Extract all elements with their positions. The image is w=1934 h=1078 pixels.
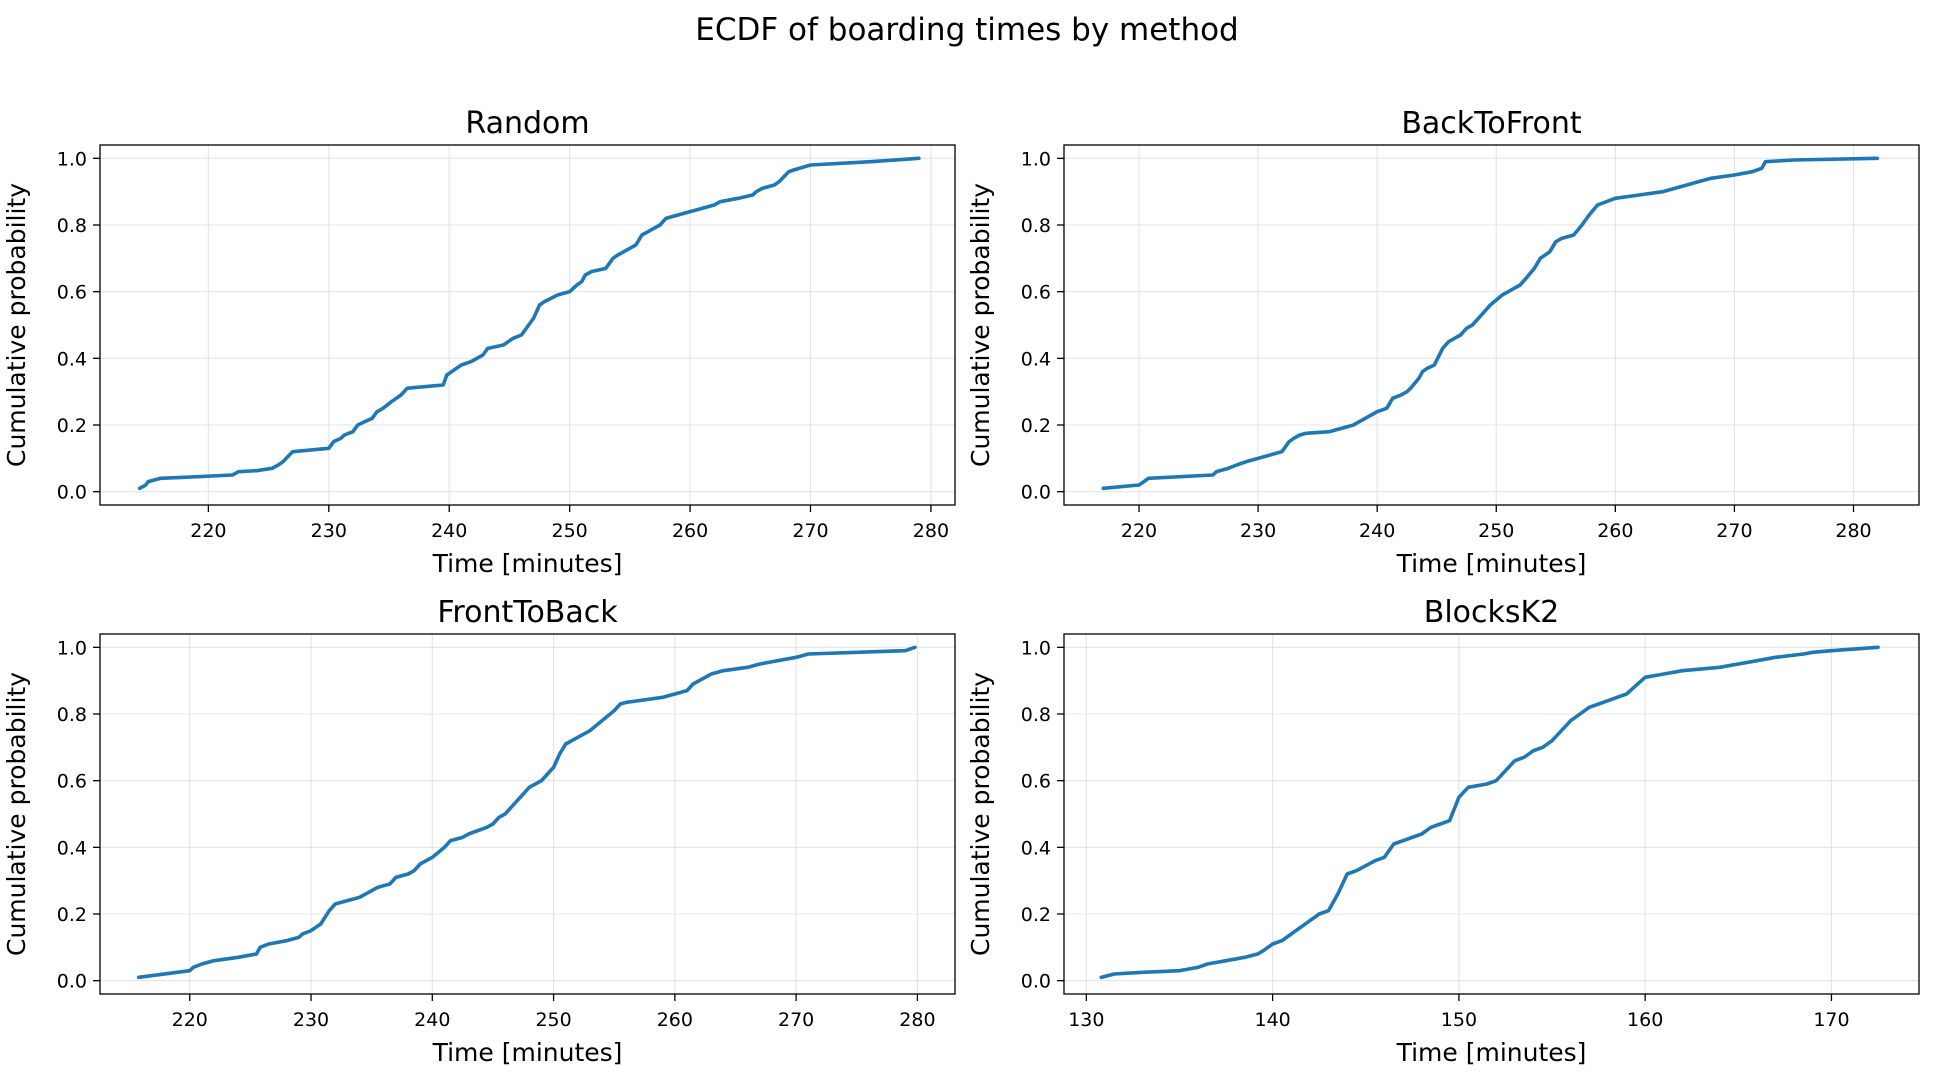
y-tick-label: 0.4: [57, 837, 87, 859]
grid: [100, 634, 955, 994]
plot-frame: [1063, 633, 1920, 995]
y-tick-label: 0.2: [57, 415, 87, 437]
x-tick-label: 270: [792, 520, 828, 542]
x-tick-label: 160: [1627, 1009, 1663, 1031]
subplot-title: Random: [465, 106, 589, 141]
x-axis-label: Time [minutes]: [1396, 1038, 1587, 1067]
x-tick-label: 220: [1121, 520, 1157, 542]
y-tick-label: 0.0: [57, 971, 87, 993]
x-tick-label: 270: [1716, 520, 1752, 542]
x-axis-label: Time [minutes]: [1396, 549, 1587, 578]
x-tick-label: 260: [657, 1009, 693, 1031]
plot-frame: [1063, 144, 1920, 506]
x-tick-label: 220: [190, 520, 226, 542]
x-tick-label: 260: [672, 520, 708, 542]
y-tick-label: 0.2: [1021, 415, 1051, 437]
y-tick-label: 0.8: [57, 215, 87, 237]
y-tick-label: 0.0: [1021, 971, 1051, 993]
x-tick-label: 250: [1478, 520, 1514, 542]
x-tick-label: 280: [899, 1009, 935, 1031]
x-tick-label: 150: [1441, 1009, 1477, 1031]
y-axis-label: Cumulative probability: [966, 183, 995, 467]
x-tick-label: 260: [1597, 520, 1633, 542]
y-tick-label: 0.8: [57, 704, 87, 726]
x-tick-label: 240: [1359, 520, 1395, 542]
y-tick-label: 0.6: [1021, 282, 1051, 304]
subplot-title: BackToFront: [1401, 106, 1582, 141]
y-tick-label: 0.4: [57, 348, 87, 370]
y-tick-label: 0.0: [1021, 482, 1051, 504]
y-tick-label: 0.2: [1021, 904, 1051, 926]
y-tick-label: 1.0: [1021, 148, 1051, 170]
x-tick-label: 280: [913, 520, 949, 542]
x-tick-label: 240: [431, 520, 467, 542]
grid: [1064, 145, 1919, 505]
x-tick-label: 240: [414, 1009, 450, 1031]
x-tick-label: 170: [1813, 1009, 1849, 1031]
y-tick-label: 0.6: [1021, 771, 1051, 793]
subplot-fronttoback: FrontToBack Time [minutes] Cumulative pr…: [2, 595, 956, 1067]
x-tick-label: 230: [1240, 520, 1276, 542]
y-axis-label: Cumulative probability: [2, 183, 31, 467]
x-axis-label: Time [minutes]: [432, 1038, 623, 1067]
x-tick-label: 140: [1254, 1009, 1290, 1031]
figure-suptitle: ECDF of boarding times by method: [695, 12, 1238, 48]
x-tick-label: 250: [552, 520, 588, 542]
subplot-title: BlocksK2: [1424, 595, 1560, 630]
plot-frame: [99, 144, 956, 506]
subplot-random: Random Time [minutes] Cumulative probabi…: [2, 106, 956, 578]
plot-frame: [99, 633, 956, 995]
y-axis-label: Cumulative probability: [2, 672, 31, 956]
y-tick-label: 0.6: [57, 282, 87, 304]
y-tick-label: 0.8: [1021, 704, 1051, 726]
y-tick-label: 1.0: [1021, 637, 1051, 659]
y-tick-label: 0.4: [1021, 837, 1051, 859]
y-tick-label: 0.6: [57, 771, 87, 793]
y-tick-label: 0.0: [57, 482, 87, 504]
x-tick-label: 130: [1068, 1009, 1104, 1031]
x-tick-label: 230: [311, 520, 347, 542]
subplot-title: FrontToBack: [437, 595, 618, 630]
x-tick-label: 220: [172, 1009, 208, 1031]
ecdf-line: [137, 156, 921, 491]
grid: [100, 145, 955, 505]
y-tick-label: 0.2: [57, 904, 87, 926]
subplot-blocksk2: BlocksK2 Time [minutes] Cumulative proba…: [966, 595, 1920, 1067]
subplot-backtofront: BackToFront Time [minutes] Cumulative pr…: [966, 106, 1920, 578]
x-tick-label: 280: [1835, 520, 1871, 542]
y-tick-label: 0.8: [1021, 215, 1051, 237]
ecdf-line: [1101, 156, 1880, 491]
x-axis-label: Time [minutes]: [432, 549, 623, 578]
x-tick-label: 270: [778, 1009, 814, 1031]
y-tick-label: 0.4: [1021, 348, 1051, 370]
y-tick-label: 1.0: [57, 637, 87, 659]
y-axis-label: Cumulative probability: [966, 672, 995, 956]
ecdf-line: [1099, 645, 1880, 980]
x-tick-label: 250: [535, 1009, 571, 1031]
y-tick-label: 1.0: [57, 148, 87, 170]
x-tick-label: 230: [293, 1009, 329, 1031]
ecdf-line: [137, 645, 917, 980]
